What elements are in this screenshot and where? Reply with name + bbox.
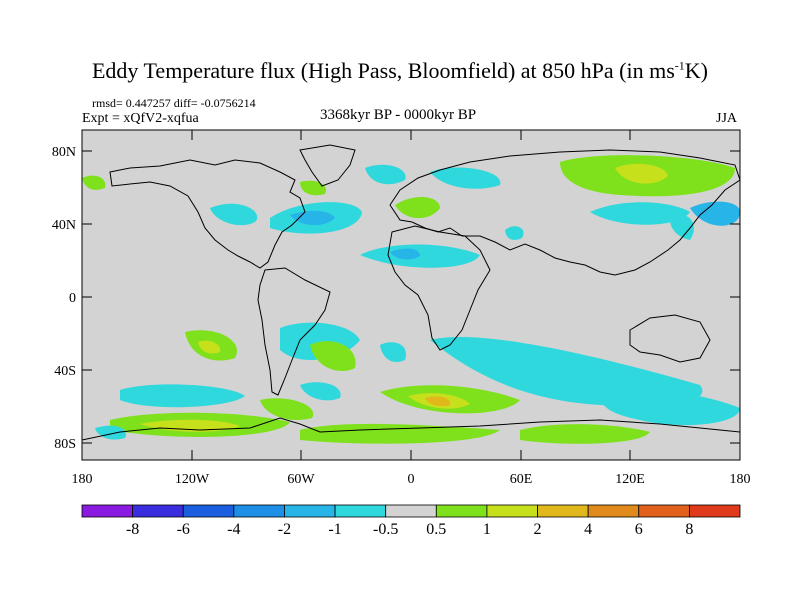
colorbar-label: 0.5 [426, 521, 446, 538]
colorbar-swatch [537, 504, 589, 518]
colorbar-label: 2 [534, 521, 542, 538]
colorbar-label: 6 [635, 521, 643, 538]
anomaly-region [260, 398, 314, 420]
anomaly-region [600, 390, 740, 426]
coastline-south-america [257, 267, 331, 396]
anomaly-region [120, 384, 245, 408]
lon-label: 180 [72, 472, 93, 487]
colorbar-swatch [233, 504, 285, 518]
colorbar-swatch [587, 504, 640, 518]
lat-label: 40N [52, 218, 76, 233]
period-label: 3368kyr BP - 0000kyr BP [320, 107, 477, 123]
anomaly-region [300, 180, 326, 196]
colorbar-swatch [688, 504, 741, 518]
lat-label: 40S [54, 364, 76, 379]
anomaly-region [365, 164, 406, 185]
stats-text: rmsd= 0.447257 diff= -0.0756214 [92, 96, 256, 110]
anomaly-region [425, 396, 451, 407]
colorbar-swatch [182, 504, 235, 518]
lat-ticks [82, 150, 740, 444]
anomaly-region [669, 214, 694, 240]
lon-ticks [81, 130, 741, 460]
anomaly-shading [82, 155, 740, 444]
lon-label: 120E [615, 472, 645, 487]
anomaly-region [300, 423, 500, 444]
colorbar-swatch [435, 504, 488, 518]
colorbar-label: -8 [126, 521, 139, 538]
anomaly-region [290, 210, 335, 226]
colorbar-swatch [385, 504, 437, 518]
season-label: JJA [716, 111, 738, 126]
anomaly-region [310, 341, 356, 372]
lon-label: 60W [287, 472, 315, 487]
colorbar-swatch [486, 504, 538, 518]
coastlines [82, 144, 740, 441]
coastline-north-america [109, 159, 306, 269]
lon-label: 60E [510, 472, 533, 487]
colorbar-label: -1 [328, 521, 341, 538]
anomaly-region [590, 202, 690, 225]
lat-label: 0 [69, 291, 76, 306]
colorbar-swatch [284, 504, 336, 518]
colorbar-labels: -8 -6 -4 -2 -1 -0.5 0.5 1 2 4 6 8 [126, 521, 693, 538]
anomaly-region [430, 167, 501, 189]
coastline-africa [387, 225, 491, 351]
anomaly-region [210, 203, 258, 226]
anomaly-region [520, 424, 650, 444]
anomaly-region [140, 419, 240, 432]
colorbar-label: -6 [177, 521, 190, 538]
colorbar-swatch [638, 504, 690, 518]
colorbar-label: 8 [685, 521, 693, 538]
coastline-antarctica [82, 417, 740, 441]
colorbar-label: -4 [227, 521, 240, 538]
anomaly-region [198, 340, 221, 354]
lon-label: 120W [175, 472, 210, 487]
colorbar [81, 504, 741, 518]
colorbar-label: 4 [584, 521, 592, 538]
anomaly-region [380, 342, 406, 363]
colorbar-label: -0.5 [373, 521, 398, 538]
map-title: Eddy Temperature flux (High Pass, Bloomf… [91, 58, 708, 83]
anomaly-region [690, 201, 740, 226]
lat-label: 80S [54, 437, 76, 452]
anomaly-region [395, 196, 440, 219]
coastline-greenland [299, 144, 356, 187]
colorbar-swatch [132, 504, 184, 518]
colorbar-label: -2 [278, 521, 291, 538]
lon-label: 180 [730, 472, 751, 487]
lat-label: 80N [52, 145, 76, 160]
experiment-label: Expt = xQfV2-xqfua [82, 111, 199, 126]
anomaly-region [360, 244, 480, 268]
anomaly-region [300, 382, 341, 401]
anomaly-region [505, 226, 524, 240]
anomaly-region [615, 163, 668, 184]
colorbar-swatch [334, 504, 387, 518]
colorbar-swatch [81, 504, 134, 518]
anomaly-region [82, 175, 106, 190]
colorbar-label: 1 [483, 521, 491, 538]
anomaly-region [390, 248, 420, 260]
coastline-australia [629, 314, 711, 363]
anomaly-region [430, 337, 703, 407]
lon-label: 0 [408, 472, 415, 487]
